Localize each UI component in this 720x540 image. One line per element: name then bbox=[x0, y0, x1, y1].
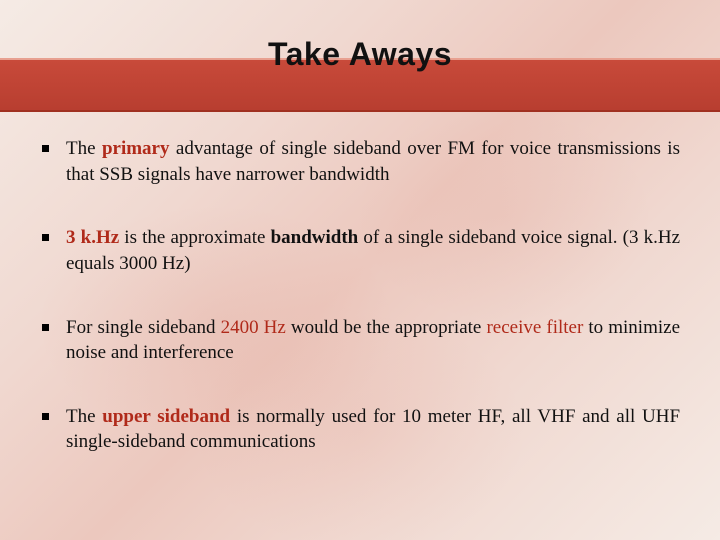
bullet-list: The primary advantage of single sideband… bbox=[40, 136, 680, 455]
text-run: The bbox=[66, 138, 102, 159]
text-run: would be the appropriate bbox=[286, 317, 487, 338]
bullet-item: The primary advantage of single sideband… bbox=[40, 136, 680, 187]
slide-body: The primary advantage of single sideband… bbox=[0, 108, 720, 513]
slide-title: Take Aways bbox=[268, 36, 452, 73]
text-run-red: 2400 Hz bbox=[221, 317, 286, 338]
text-run-emphasis: 3 k.Hz bbox=[66, 227, 119, 248]
text-run: is the approximate bbox=[119, 227, 270, 248]
bullet-item: 3 k.Hz is the approximate bandwidth of a… bbox=[40, 225, 680, 276]
text-run-red: receive filter bbox=[486, 317, 583, 338]
text-run: The bbox=[66, 406, 102, 427]
text-run: For single sideband bbox=[66, 317, 221, 338]
title-band: Take Aways bbox=[0, 0, 720, 108]
bullet-item: For single sideband 2400 Hz would be the… bbox=[40, 315, 680, 366]
bullet-item: The upper sideband is normally used for … bbox=[40, 404, 680, 455]
text-run-bold: bandwidth bbox=[271, 227, 359, 248]
text-run-emphasis: primary bbox=[102, 138, 170, 159]
text-run-emphasis: upper sideband bbox=[102, 406, 230, 427]
